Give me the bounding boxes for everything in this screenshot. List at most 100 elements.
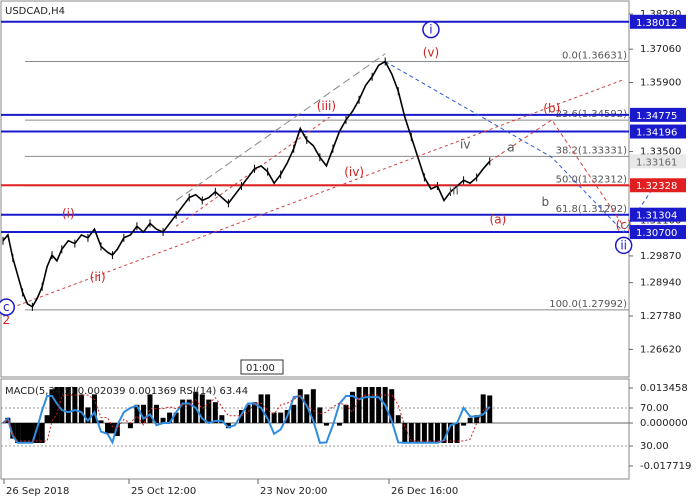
macd-histogram-bar [461, 423, 467, 426]
macd-histogram-bar [304, 394, 310, 423]
macd-histogram-bar [421, 423, 427, 443]
projection-red [489, 119, 625, 227]
price-tick-label: 1.26620 [640, 344, 681, 355]
macd-histogram-bar [160, 417, 166, 423]
macd-histogram-bar [369, 387, 375, 423]
macd-tick-label: 0.000000 [640, 418, 688, 429]
fib-label: 50.0(1.32312) [556, 175, 628, 186]
macd-histogram-bar [147, 394, 153, 423]
level-tag-box [630, 124, 686, 139]
macd-histogram-bar [167, 412, 173, 423]
time-axis: 26 Sep 2018 25 Oct 12:00 23 Nov 20:00 26 De… [3, 479, 458, 497]
wave-label: i [429, 23, 432, 37]
price-axis: 1.382801.370601.359001.346801.335001.323… [629, 9, 686, 355]
time-tick-label: 26 Dec 16:00 [391, 486, 458, 497]
macd-tick-label: -0.017719 [640, 461, 691, 472]
macd-histogram-bar [434, 423, 440, 443]
macd-histogram-bar [20, 423, 26, 443]
level-tag-box [630, 178, 686, 193]
fib-label: 61.8(1.31292) [556, 204, 628, 215]
wave-label: (a) [490, 212, 507, 226]
macd-tick-label: 0.013458 [640, 383, 688, 394]
macd-histogram-bar [44, 415, 50, 423]
macd-histogram-bar [10, 423, 16, 439]
wave-label: (iii) [317, 99, 336, 113]
wave-labels: 2c (i) (ii) (iii) (iv) (v) i iv iii a b (a) (b) (c) ii [0, 20, 633, 327]
current-price-label: 1.33161 [636, 157, 677, 168]
macd-histogram-bar [408, 423, 414, 443]
macd-panel: 0.013458 70.00 0.000000 30.00 -0.017719 [1, 383, 691, 472]
level-tag-label: 1.31304 [636, 211, 677, 222]
macd-histogram-bar [105, 423, 111, 434]
fib-label: 0.0(1.36631) [562, 50, 627, 61]
macd-histogram-bar [448, 423, 454, 443]
wave-label: b [541, 195, 549, 209]
wave-label: (iv) [344, 165, 364, 179]
fib-label: 38.2(1.33331) [556, 145, 628, 156]
macd-histogram-bar [291, 404, 297, 423]
wave-label: (i) [62, 207, 75, 221]
channel-line-gray [175, 53, 386, 201]
macd-histogram-bar [252, 402, 258, 423]
wave-label: ii [620, 238, 627, 252]
macd-histogram-bar [487, 395, 493, 423]
macd-histogram-bar [134, 404, 140, 423]
wave-label: c [3, 300, 10, 314]
price-tick-label: 1.28940 [640, 278, 681, 289]
level-tag-label: 1.30700 [636, 228, 677, 239]
fib-label: 100.0(1.27992) [549, 299, 627, 310]
macd-histogram-bar [441, 423, 447, 443]
macd-histogram-bar [39, 423, 45, 443]
level-tag-label: 1.38012 [636, 18, 677, 29]
macd-tick-label: 30.00 [640, 441, 669, 452]
level-tag-label: 1.34775 [636, 111, 677, 122]
macd-tick-label: 70.00 [640, 403, 669, 414]
time-tick-label: 26 Sep 2018 [6, 486, 69, 497]
price-tick-label: 1.38280 [640, 9, 681, 20]
macd-histogram-bar [212, 402, 218, 423]
macd-histogram-bar [356, 387, 362, 423]
macd-histogram-bar [186, 399, 192, 423]
price-tick-label: 1.33500 [640, 147, 681, 158]
projection-blue [384, 61, 657, 233]
wave-label: (ii) [90, 270, 106, 284]
macd-histogram-bar [402, 423, 408, 443]
wave-label: a [507, 141, 514, 155]
macd-histogram-bar [428, 423, 434, 443]
macd-label: MACD(5,34,5) 0.002039 0.001369 RSI(14) 6… [5, 386, 248, 397]
macd-histogram-bar [297, 389, 303, 423]
level-tag-box [630, 107, 686, 122]
level-tag-box [630, 225, 686, 240]
macd-histogram-bar [206, 399, 212, 423]
wave-circle [614, 236, 633, 255]
macd-histogram-bar [336, 423, 342, 426]
macd-histogram-bar [389, 389, 395, 423]
level-tag-label: 1.32328 [636, 181, 677, 192]
macd-histogram-bar [98, 420, 104, 423]
macd-histogram-bar [154, 404, 160, 423]
macd-signal-line [2, 394, 490, 442]
time-tick-label: 23 Nov 20:00 [260, 486, 327, 497]
macd-histogram-bar [467, 417, 473, 423]
macd-histogram-bar [363, 387, 369, 423]
level-tag-label: 1.34196 [636, 128, 677, 139]
time-marker: 01:00 [246, 363, 275, 374]
symbol-label: USDCAD,H4 [5, 6, 65, 17]
wave-circle [422, 20, 440, 39]
macd-histogram-bar [278, 412, 284, 423]
macd-histogram-bar [265, 394, 271, 423]
macd-histogram-bar [15, 423, 21, 443]
time-tick-label: 25 Oct 12:00 [131, 486, 196, 497]
channel-line-lower [6, 79, 624, 311]
main-plot-frame [0, 0, 630, 378]
macd-histogram-bar [49, 389, 55, 423]
macd-histogram-bar [109, 423, 115, 434]
macd-histogram-bar [85, 407, 91, 423]
price-tick-label: 1.35900 [640, 78, 681, 89]
macd-histogram-bar [454, 423, 460, 443]
macd-histogram-bar [34, 423, 40, 443]
macd-histogram-bar [238, 410, 244, 423]
macd-histogram-bar [271, 412, 277, 423]
macd-histogram-bar [114, 423, 120, 436]
